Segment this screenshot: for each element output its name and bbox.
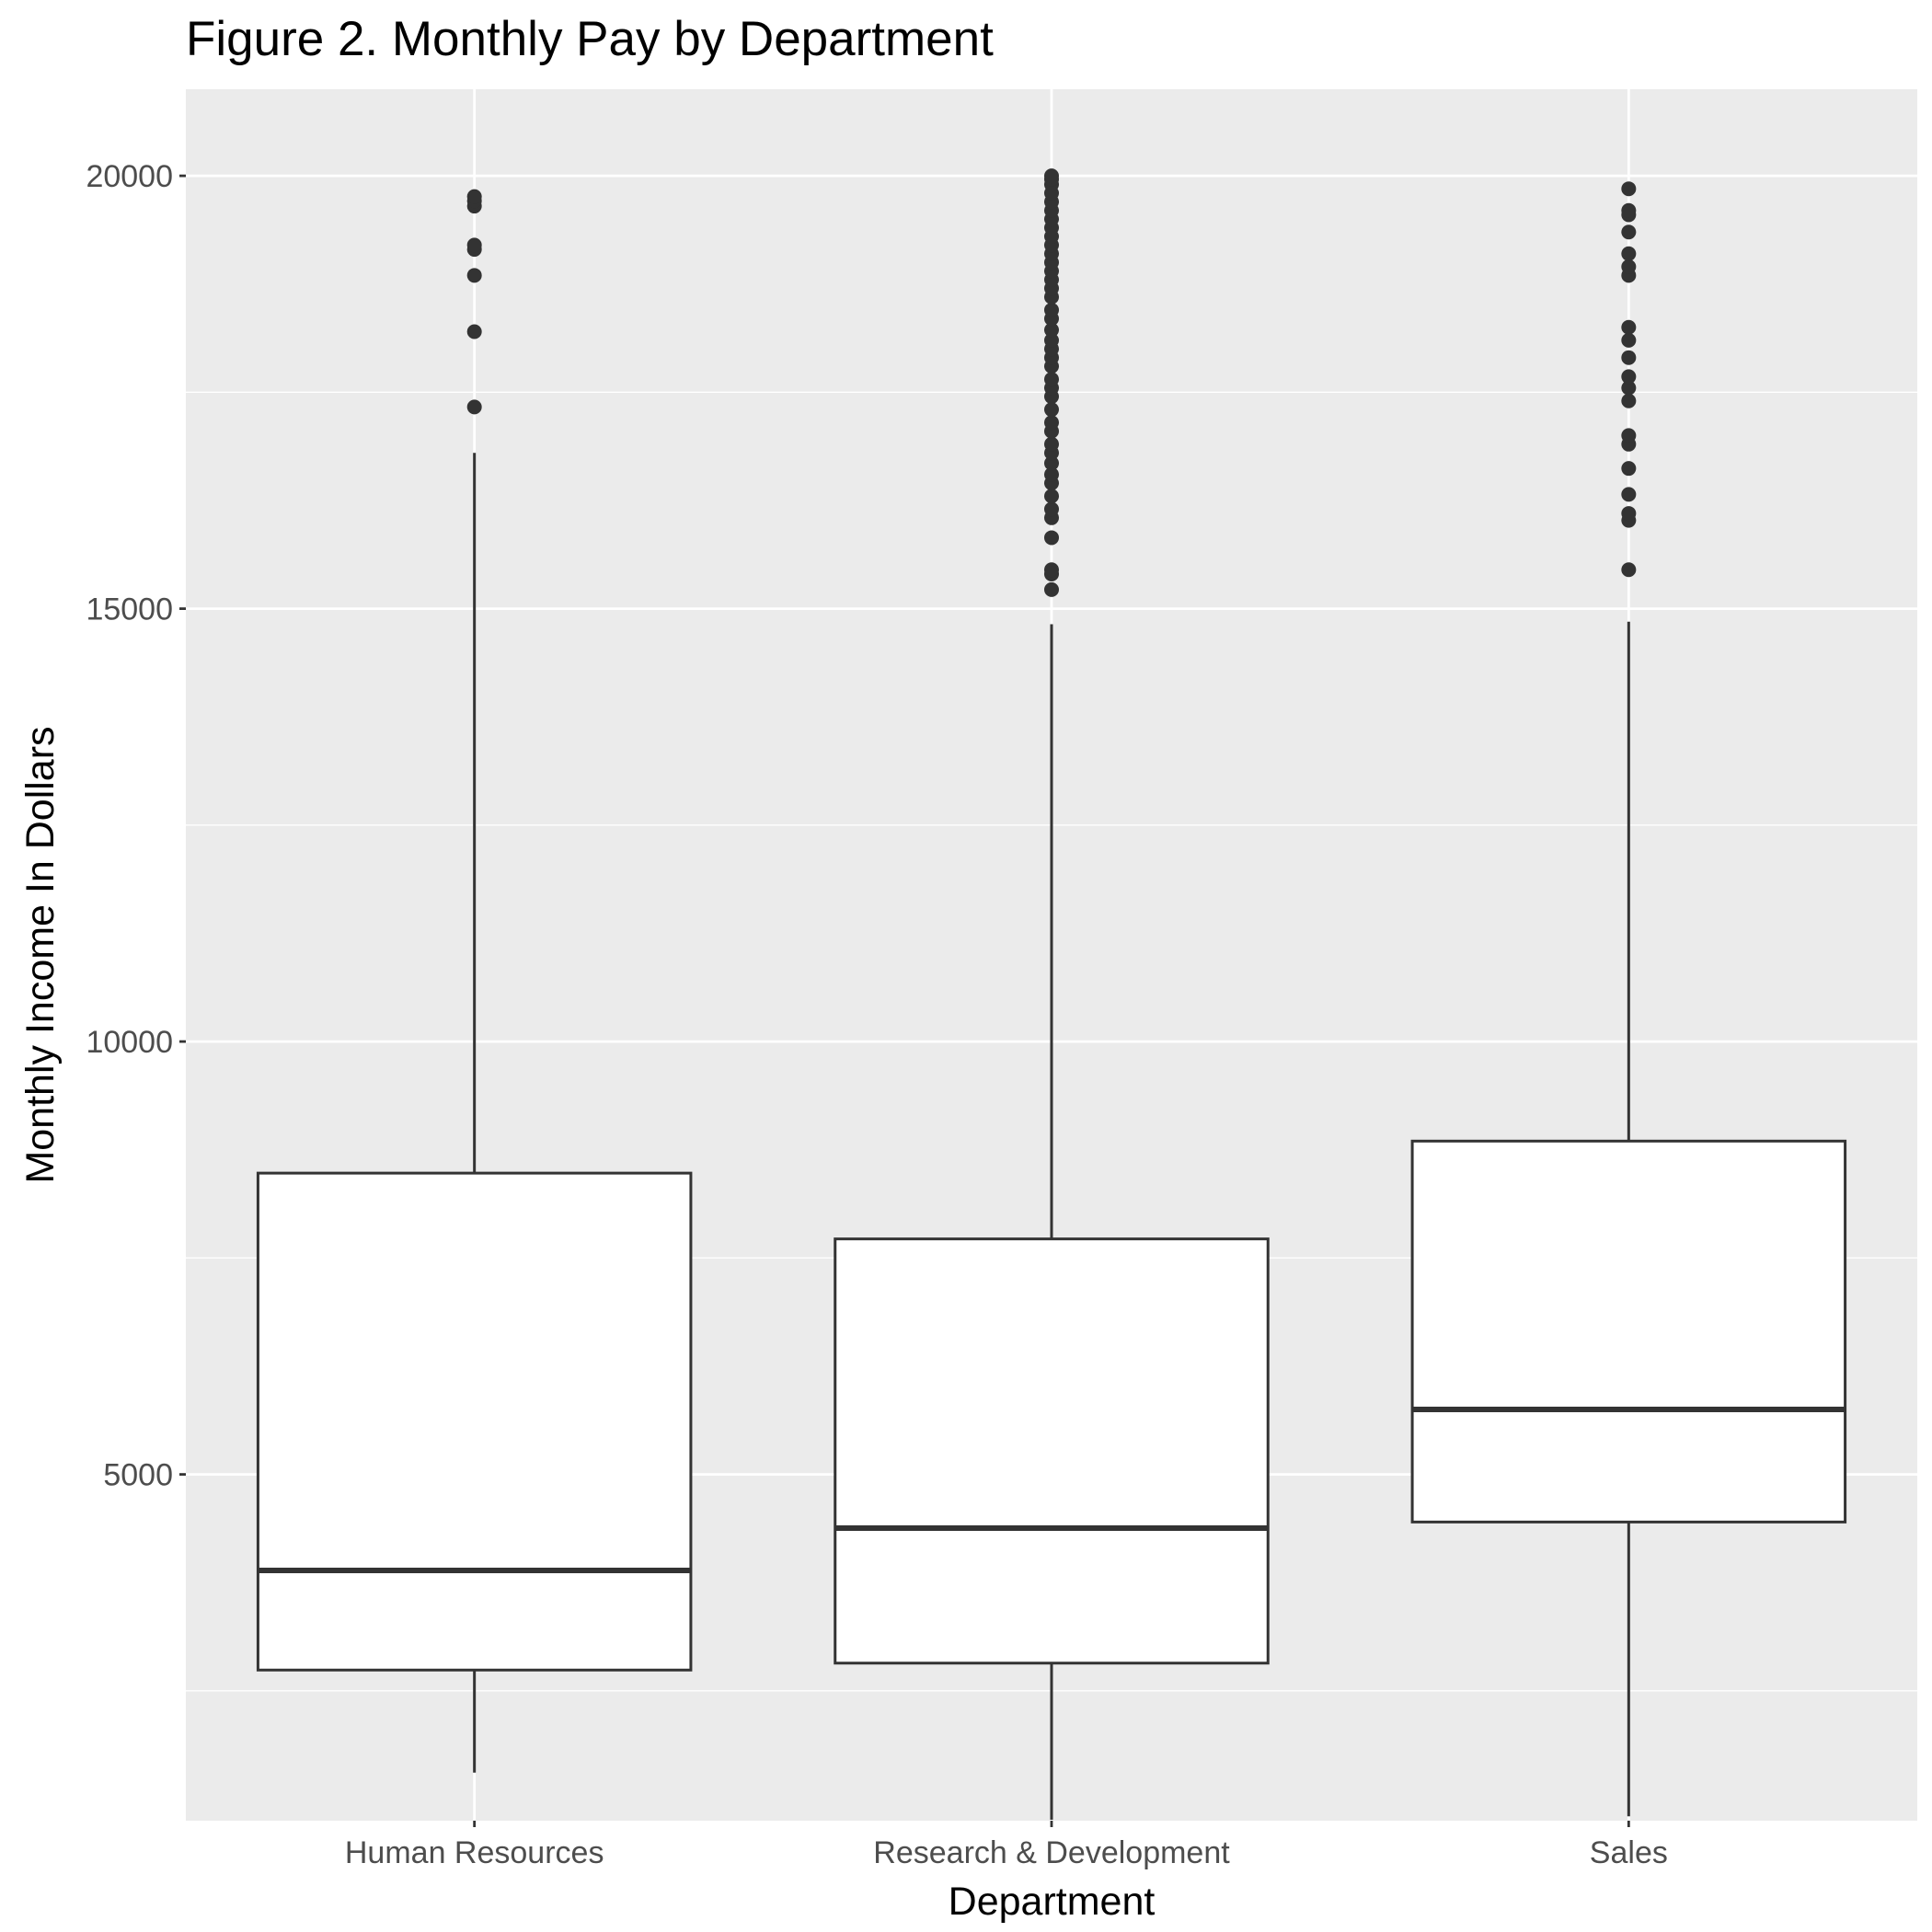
outlier-point xyxy=(466,268,482,283)
outlier-point xyxy=(466,237,482,253)
outlier-point xyxy=(466,324,482,339)
outlier-point xyxy=(1044,168,1059,184)
box-sales xyxy=(1410,181,1847,1817)
x-tick-label: Research & Development xyxy=(873,1835,1230,1870)
outlier-point xyxy=(1044,332,1059,348)
x-axis-ticks: Human Resources Research & Development Sal… xyxy=(345,1821,1668,1870)
x-tick-label: Sales xyxy=(1590,1835,1668,1870)
y-axis-ticks: 5000 10000 15000 20000 xyxy=(86,159,186,1493)
outlier-point xyxy=(1621,393,1637,408)
outlier-point xyxy=(1621,380,1637,396)
outlier-point xyxy=(1044,501,1059,517)
x-axis-title: Department xyxy=(949,1880,1156,1924)
outlier-point xyxy=(1044,415,1059,431)
outlier-point xyxy=(1044,322,1059,338)
outlier-point xyxy=(1044,562,1059,578)
outlier-point xyxy=(1044,402,1059,418)
outlier-point xyxy=(466,399,482,415)
outlier-point xyxy=(1621,259,1637,274)
outlier-point xyxy=(1621,506,1637,522)
outlier-point xyxy=(1044,436,1059,452)
outlier-point xyxy=(1621,461,1637,477)
outlier-point xyxy=(1044,455,1059,471)
outlier-point xyxy=(1044,489,1059,504)
chart-title: Figure 2. Monthly Pay by Department xyxy=(186,12,994,66)
outlier-point xyxy=(1621,332,1637,348)
y-tick-label: 15000 xyxy=(86,592,173,627)
y-tick-label: 5000 xyxy=(103,1458,173,1493)
outlier-point xyxy=(466,189,482,204)
outlier-point xyxy=(1044,530,1059,546)
outlier-point xyxy=(1044,581,1059,597)
outlier-point xyxy=(1621,224,1637,240)
box-iqr xyxy=(834,1237,1270,1665)
outlier-point xyxy=(1621,246,1637,261)
box-iqr xyxy=(256,1171,693,1672)
outlier-point xyxy=(1621,369,1637,385)
box-human-resources xyxy=(256,189,693,1773)
outlier-point xyxy=(1621,350,1637,365)
outlier-point xyxy=(1044,466,1059,482)
outlier-point xyxy=(1044,372,1059,387)
outlier-point xyxy=(1621,202,1637,218)
box-research-development xyxy=(834,168,1270,1821)
outlier-point xyxy=(1044,302,1059,317)
y-axis-title: Monthly Income In Dollars xyxy=(18,726,63,1183)
outlier-point xyxy=(1621,487,1637,502)
y-tick-label: 20000 xyxy=(86,159,173,194)
boxes-layer xyxy=(256,168,1847,1821)
outlier-point xyxy=(1621,181,1637,197)
outlier-point xyxy=(1621,428,1637,443)
x-tick-label: Human Resources xyxy=(345,1835,604,1870)
outlier-point xyxy=(1621,319,1637,335)
y-tick-label: 10000 xyxy=(86,1025,173,1060)
box-iqr xyxy=(1410,1139,1847,1524)
outlier-point xyxy=(1621,562,1637,578)
